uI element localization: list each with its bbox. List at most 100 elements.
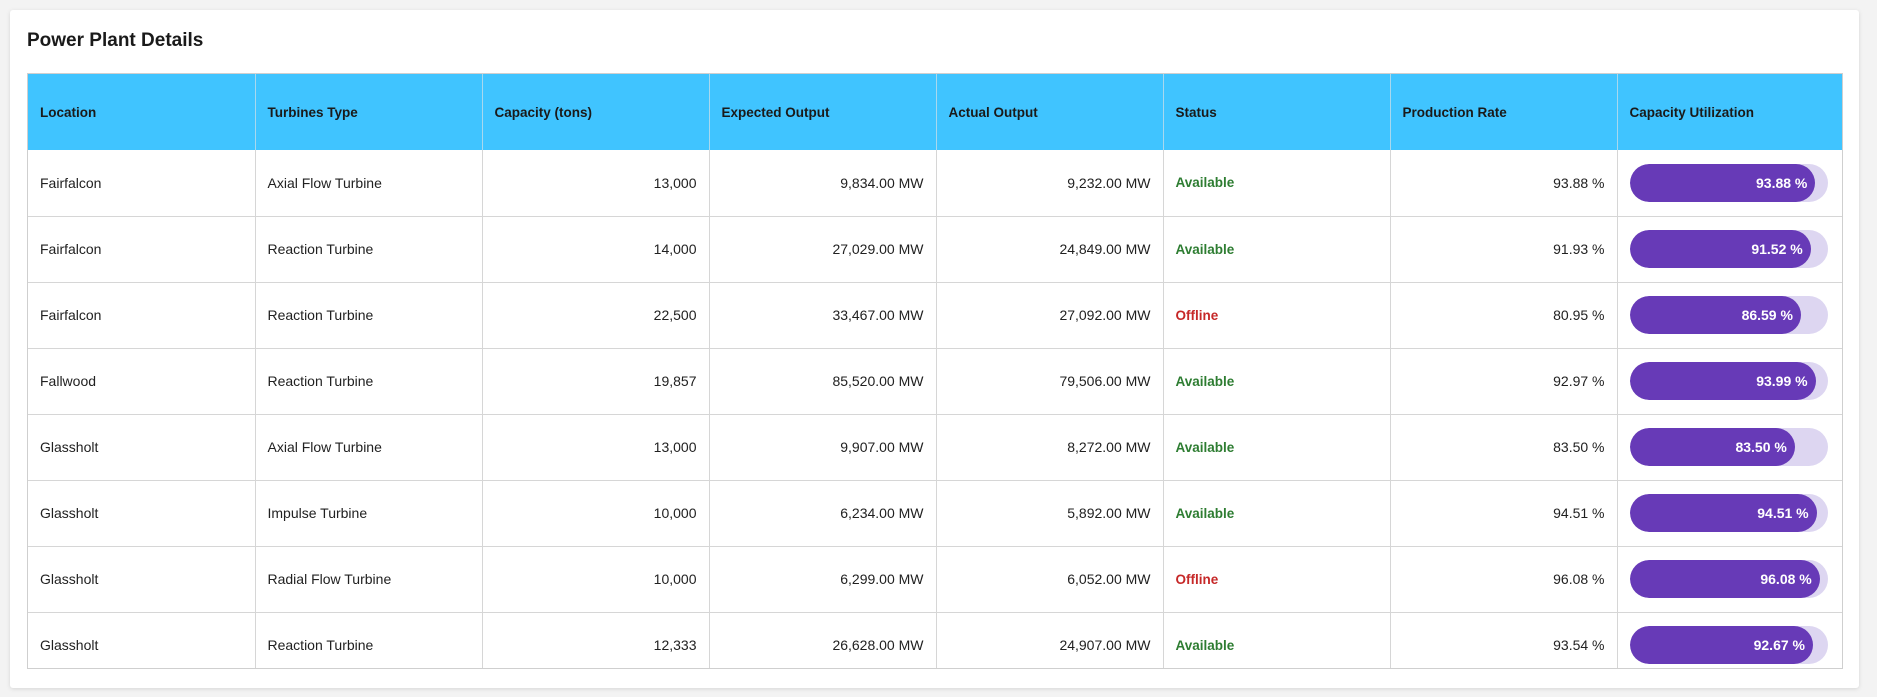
capacity-utilization-bar: 93.99 %	[1629, 362, 1828, 400]
capacity-utilization-bar: 93.88 %	[1629, 163, 1828, 202]
capacity-utilization-bar: 91.52 %	[1629, 230, 1828, 268]
actual-output-cell: 6,052.00 MW	[936, 546, 1164, 613]
location-cell: Fairfalcon	[28, 150, 256, 217]
capacity-utilization-label: 83.50 %	[1735, 439, 1787, 455]
expected-output-cell: 27,029.00 MW	[709, 216, 937, 283]
turbine-type-cell: Reaction Turbine	[255, 282, 483, 349]
location-cell: Fairfalcon	[28, 216, 256, 283]
capacity-cell: 10,000	[482, 546, 710, 613]
capacity-utilization-fill: 83.50 %	[1629, 428, 1795, 466]
table-row[interactable]: Fallwood Reaction Turbine 19,857 85,520.…	[28, 348, 1842, 415]
capacity-utilization-cell: 91.52 %	[1617, 216, 1842, 283]
column-header-capacity-utilization[interactable]: Capacity Utilization	[1617, 74, 1842, 150]
table-row[interactable]: Fairfalcon Reaction Turbine 22,500 33,46…	[28, 282, 1842, 349]
capacity-cell: 12,333	[482, 612, 710, 668]
expected-output-cell: 6,234.00 MW	[709, 480, 937, 547]
table-row[interactable]: Glassholt Axial Flow Turbine 13,000 9,90…	[28, 414, 1842, 481]
capacity-cell: 13,000	[482, 150, 710, 217]
turbine-type-cell: Reaction Turbine	[255, 348, 483, 415]
production-rate-cell: 80.95 %	[1390, 282, 1618, 349]
production-rate-cell: 96.08 %	[1390, 546, 1618, 613]
status-badge: Offline	[1163, 282, 1391, 349]
column-header-expected-output[interactable]: Expected Output	[709, 74, 937, 150]
power-plant-card: Power Plant Details Location Turbines Ty…	[10, 10, 1859, 688]
table-header: Location Turbines Type Capacity (tons) E…	[28, 74, 1842, 150]
status-badge: Available	[1163, 348, 1391, 415]
capacity-utilization-label: 91.52 %	[1751, 241, 1803, 257]
capacity-utilization-fill: 92.67 %	[1629, 626, 1813, 664]
status-badge: Available	[1163, 216, 1391, 283]
table-row[interactable]: Fairfalcon Axial Flow Turbine 13,000 9,8…	[28, 150, 1842, 217]
capacity-cell: 14,000	[482, 216, 710, 283]
header-row: Location Turbines Type Capacity (tons) E…	[28, 74, 1842, 150]
status-badge: Offline	[1163, 546, 1391, 613]
capacity-cell: 22,500	[482, 282, 710, 349]
actual-output-cell: 79,506.00 MW	[936, 348, 1164, 415]
column-header-turbines-type[interactable]: Turbines Type	[255, 74, 483, 150]
capacity-utilization-bar: 86.59 %	[1629, 296, 1828, 334]
capacity-utilization-cell: 93.99 %	[1617, 348, 1842, 415]
location-cell: Fallwood	[28, 348, 256, 415]
capacity-utilization-fill: 91.52 %	[1629, 230, 1811, 268]
status-badge: Available	[1163, 414, 1391, 481]
capacity-utilization-cell: 94.51 %	[1617, 480, 1842, 547]
expected-output-cell: 26,628.00 MW	[709, 612, 937, 668]
capacity-utilization-cell: 86.59 %	[1617, 282, 1842, 349]
production-rate-cell: 91.93 %	[1390, 216, 1618, 283]
expected-output-cell: 85,520.00 MW	[709, 348, 937, 415]
capacity-utilization-bar: 92.67 %	[1629, 626, 1828, 664]
capacity-utilization-bar: 83.50 %	[1629, 428, 1828, 466]
column-header-status[interactable]: Status	[1163, 74, 1391, 150]
capacity-utilization-label: 93.88 %	[1756, 174, 1808, 191]
capacity-utilization-fill: 93.88 %	[1629, 163, 1816, 202]
expected-output-cell: 9,907.00 MW	[709, 414, 937, 481]
page-title: Power Plant Details	[27, 30, 204, 51]
capacity-utilization-label: 86.59 %	[1741, 307, 1793, 323]
capacity-utilization-label: 93.99 %	[1756, 373, 1808, 389]
turbine-type-cell: Reaction Turbine	[255, 216, 483, 283]
production-rate-cell: 92.97 %	[1390, 348, 1618, 415]
location-cell: Fairfalcon	[28, 282, 256, 349]
expected-output-cell: 9,834.00 MW	[709, 150, 937, 217]
turbine-type-cell: Reaction Turbine	[255, 612, 483, 668]
turbine-type-cell: Impulse Turbine	[255, 480, 483, 547]
table-row[interactable]: Glassholt Radial Flow Turbine 10,000 6,2…	[28, 546, 1842, 613]
column-header-capacity[interactable]: Capacity (tons)	[482, 74, 710, 150]
production-rate-cell: 93.88 %	[1390, 150, 1618, 217]
capacity-utilization-label: 94.51 %	[1757, 505, 1809, 521]
power-plant-table: Location Turbines Type Capacity (tons) E…	[28, 74, 1842, 668]
table-row[interactable]: Glassholt Reaction Turbine 12,333 26,628…	[28, 612, 1842, 668]
status-badge: Available	[1163, 612, 1391, 668]
location-cell: Glassholt	[28, 612, 256, 668]
capacity-utilization-cell: 92.67 %	[1617, 612, 1842, 668]
capacity-utilization-cell: 96.08 %	[1617, 546, 1842, 613]
column-header-production-rate[interactable]: Production Rate	[1390, 74, 1618, 150]
turbine-type-cell: Radial Flow Turbine	[255, 546, 483, 613]
capacity-utilization-cell: 83.50 %	[1617, 414, 1842, 481]
capacity-utilization-bar: 96.08 %	[1629, 560, 1828, 598]
column-header-location[interactable]: Location	[28, 74, 256, 150]
capacity-utilization-bar: 94.51 %	[1629, 494, 1828, 532]
capacity-utilization-fill: 86.59 %	[1629, 296, 1801, 334]
expected-output-cell: 6,299.00 MW	[709, 546, 937, 613]
table-row[interactable]: Glassholt Impulse Turbine 10,000 6,234.0…	[28, 480, 1842, 547]
capacity-cell: 19,857	[482, 348, 710, 415]
actual-output-cell: 9,232.00 MW	[936, 150, 1164, 217]
column-header-actual-output[interactable]: Actual Output	[936, 74, 1164, 150]
actual-output-cell: 8,272.00 MW	[936, 414, 1164, 481]
actual-output-cell: 24,849.00 MW	[936, 216, 1164, 283]
status-badge: Available	[1163, 150, 1391, 217]
power-plant-table-container[interactable]: Location Turbines Type Capacity (tons) E…	[27, 73, 1843, 669]
table-row[interactable]: Fairfalcon Reaction Turbine 14,000 27,02…	[28, 216, 1842, 283]
capacity-cell: 10,000	[482, 480, 710, 547]
capacity-utilization-fill: 94.51 %	[1629, 494, 1817, 532]
actual-output-cell: 5,892.00 MW	[936, 480, 1164, 547]
expected-output-cell: 33,467.00 MW	[709, 282, 937, 349]
actual-output-cell: 27,092.00 MW	[936, 282, 1164, 349]
turbine-type-cell: Axial Flow Turbine	[255, 414, 483, 481]
location-cell: Glassholt	[28, 546, 256, 613]
production-rate-cell: 94.51 %	[1390, 480, 1618, 547]
location-cell: Glassholt	[28, 414, 256, 481]
capacity-utilization-cell: 93.88 %	[1617, 150, 1842, 217]
capacity-utilization-label: 96.08 %	[1760, 571, 1812, 587]
